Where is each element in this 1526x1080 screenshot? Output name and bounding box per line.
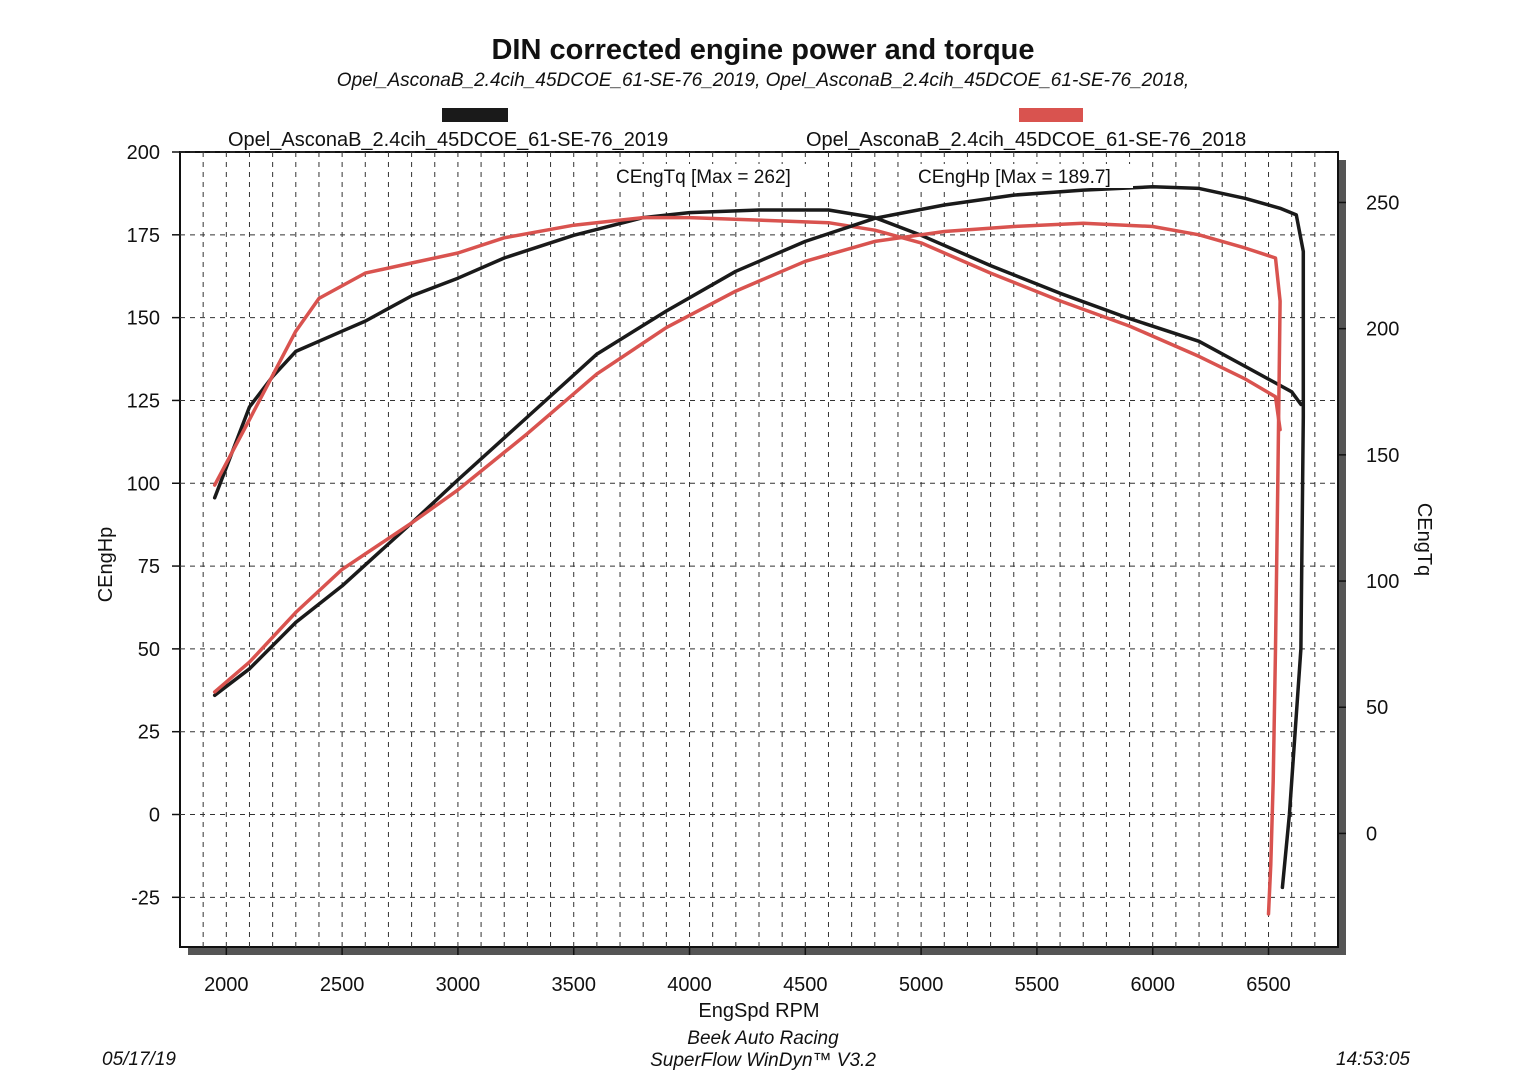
y-tick-label: 125 (127, 390, 160, 412)
x-tick-label: 4500 (783, 974, 828, 996)
y-tick-label: 200 (127, 142, 160, 164)
annotation-tq-max: CEngTq [Max = 262] (616, 167, 791, 188)
y-tick-label: 50 (138, 639, 160, 661)
y-tick-label: 100 (127, 473, 160, 495)
y2-tick-label: 100 (1366, 571, 1399, 593)
x-tick-label: 5500 (1015, 974, 1060, 996)
x-tick-label: 6000 (1130, 974, 1175, 996)
y-tick-label: 25 (138, 722, 160, 744)
y2-axis-title: CEngTq (1413, 503, 1435, 576)
y2-tick-label: 150 (1366, 445, 1399, 467)
x-tick-label: 3000 (436, 974, 481, 996)
footer-software: SuperFlow WinDyn™ V3.2 (650, 1050, 876, 1071)
annotation-hp-max: CEngHp [Max = 189.7] (918, 167, 1111, 188)
y-tick-label: -25 (131, 887, 160, 909)
y2-tick-label: 250 (1366, 192, 1399, 214)
x-tick-label: 4000 (667, 974, 712, 996)
series-line-cenghp-2018 (212, 221, 1282, 916)
series-line-cengtq-2019 (212, 208, 1303, 500)
y-axis-title: CEngHp (95, 527, 117, 603)
chart-title: DIN corrected engine power and torque (491, 34, 1035, 66)
y2-tick-label: 200 (1366, 319, 1399, 341)
footer-company: Beek Auto Racing (687, 1028, 839, 1049)
y-tick-label: 150 (127, 308, 160, 330)
chart-subtitle: Opel_AsconaB_2.4cih_45DCOE_61-SE-76_2019… (336, 70, 1190, 91)
x-tick-label: 2500 (320, 974, 365, 996)
x-tick-label: 3500 (551, 974, 596, 996)
plot-frame (179, 151, 1339, 948)
footer-date: 05/17/19 (102, 1049, 176, 1070)
legend-label-2018: Opel_AsconaB_2.4cih_45DCOE_61-SE-76_2018 (806, 129, 1247, 151)
footer-time: 14:53:05 (1336, 1049, 1410, 1070)
legend-swatch-2018 (1019, 108, 1083, 122)
y2-tick-label: 0 (1366, 823, 1377, 845)
y-tick-label: 75 (138, 556, 160, 578)
x-tick-label: 5000 (899, 974, 944, 996)
y-tick-label: 0 (149, 805, 160, 827)
x-axis-title: EngSpd RPM (698, 1000, 819, 1022)
legend-label-2019: Opel_AsconaB_2.4cih_45DCOE_61-SE-76_2019 (228, 129, 669, 151)
y-tick-label: 175 (127, 225, 160, 247)
legend-swatch-2019 (442, 108, 508, 122)
annotation-hp-max-bg (915, 164, 1133, 188)
y2-tick-label: 50 (1366, 697, 1388, 719)
series-line-cengtq-2018 (212, 215, 1282, 487)
x-tick-label: 6500 (1246, 974, 1291, 996)
annotation-tq-max-bg (613, 164, 810, 188)
x-tick-label: 2000 (204, 974, 249, 996)
